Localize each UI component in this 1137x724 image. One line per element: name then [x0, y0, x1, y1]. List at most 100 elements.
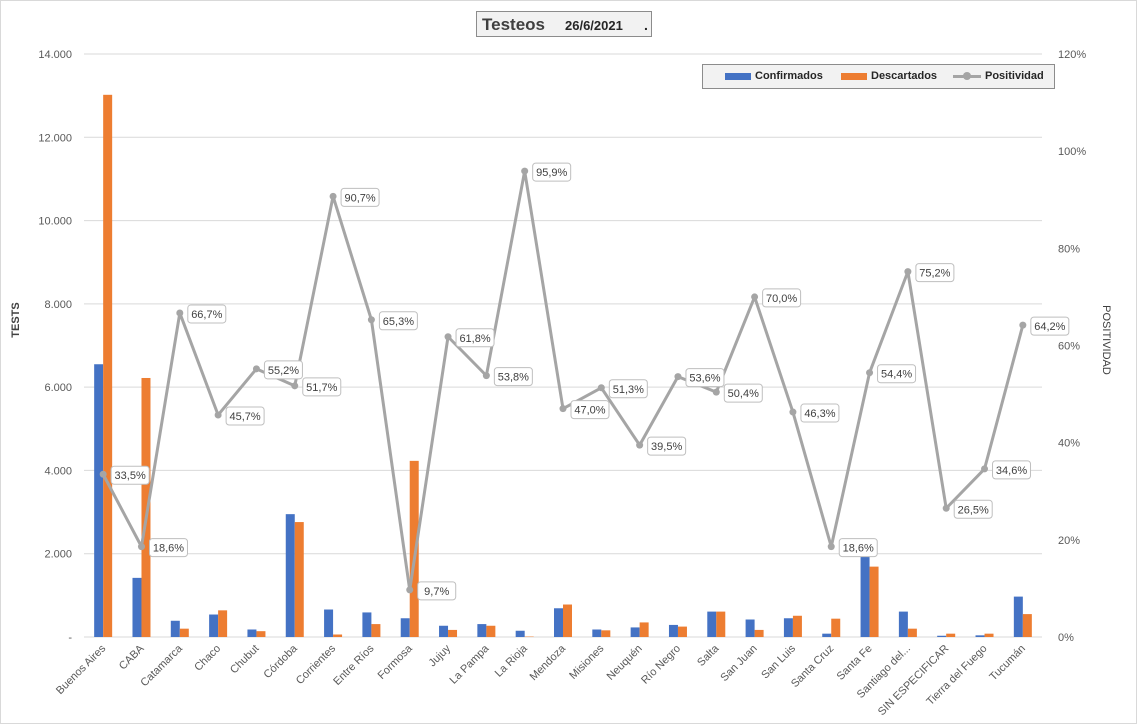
bar-descartados	[716, 611, 726, 637]
data-label-box	[915, 263, 955, 283]
data-label-box	[187, 304, 227, 324]
data-label-box	[723, 383, 763, 403]
bar-confirmados	[247, 629, 257, 637]
data-label: 50,4%	[728, 388, 759, 400]
x-tick-label: Formosa	[376, 642, 416, 682]
data-label: 95,9%	[536, 167, 567, 179]
data-label-box	[800, 403, 840, 423]
bar-descartados	[409, 460, 419, 637]
bar-confirmados	[937, 635, 947, 637]
data-label-box	[1030, 316, 1070, 336]
point-positividad	[866, 369, 874, 377]
bar-confirmados	[554, 608, 563, 637]
x-tick-label: Neuquén	[605, 643, 645, 683]
point-positividad	[674, 373, 682, 381]
data-label-box	[225, 406, 265, 426]
x-tick-label: La Rioja	[493, 642, 531, 680]
legend-swatch-confirmados	[725, 72, 751, 80]
x-tick-label: Misiones	[567, 642, 607, 682]
legend-label-confirmados: Confirmados	[755, 70, 823, 82]
bar-confirmados	[170, 620, 180, 637]
legend-swatch-descartados	[841, 72, 867, 80]
x-tick-label: Jujuy	[427, 642, 454, 669]
data-label: 51,7%	[306, 382, 337, 394]
data-label: 45,7%	[230, 411, 261, 423]
data-label: 46,3%	[804, 408, 835, 420]
y-tick-label: -	[68, 632, 72, 644]
legend-item-positividad: Positividad	[953, 70, 1044, 82]
legend-item-confirmados: Confirmados	[725, 70, 823, 82]
bar-confirmados	[822, 633, 832, 637]
legend-label-positividad: Positividad	[985, 70, 1044, 82]
bar-confirmados	[975, 635, 985, 637]
x-tick-label: Santa Fe	[835, 643, 875, 683]
chart-subtitle: 26/6/2021	[565, 18, 623, 33]
y2-tick-label: 80%	[1058, 243, 1080, 255]
point-positividad	[367, 316, 375, 324]
x-tick-label: Salta	[695, 642, 722, 669]
data-label-box	[953, 499, 993, 519]
y-tick-label: 2.000	[44, 549, 72, 561]
data-label: 53,6%	[689, 373, 720, 385]
point-positividad	[636, 441, 644, 449]
data-label: 34,6%	[996, 465, 1027, 477]
bar-confirmados	[1013, 596, 1023, 637]
bar-confirmados	[477, 624, 487, 637]
x-tick-label: San Juan	[718, 643, 759, 684]
bar-confirmados	[745, 619, 755, 637]
point-positividad	[214, 411, 222, 419]
data-label: 26,5%	[958, 504, 989, 516]
data-label-box	[608, 379, 648, 399]
bar-confirmados	[132, 577, 142, 637]
bar-confirmados	[400, 618, 410, 637]
x-tick-label: Mendoza	[528, 642, 569, 683]
point-positividad	[444, 333, 452, 341]
data-label-box	[340, 187, 380, 207]
data-label: 61,8%	[459, 333, 490, 345]
bar-confirmados	[860, 555, 870, 637]
x-tick-label: Córdoba	[262, 642, 301, 681]
data-label: 53,8%	[498, 372, 529, 384]
x-tick-label: La Pampa	[448, 642, 493, 687]
point-positividad	[252, 365, 260, 373]
y-tick-label: 12.000	[38, 132, 72, 144]
bar-confirmados	[324, 609, 334, 637]
bar-confirmados	[94, 364, 104, 637]
point-positividad	[482, 372, 490, 380]
bar-descartados	[677, 626, 687, 637]
data-label-box	[378, 311, 418, 331]
y2-tick-label: 60%	[1058, 341, 1080, 353]
data-label: 90,7%	[344, 192, 375, 204]
bar-descartados	[639, 622, 649, 637]
x-tick-label: SIN ESPECIFICAR	[876, 643, 952, 719]
data-label-box	[838, 538, 878, 558]
bar-descartados	[831, 618, 841, 637]
x-tick-label: Río Negro	[639, 643, 683, 687]
data-label: 18,6%	[153, 543, 184, 555]
data-label-box	[302, 377, 342, 397]
bar-descartados	[946, 633, 956, 637]
chart-legend: Confirmados Descartados Positividad	[702, 64, 1055, 89]
bar-descartados	[869, 566, 879, 637]
bar-confirmados	[630, 627, 640, 637]
bar-confirmados	[285, 514, 295, 637]
x-tick-label: Catamarca	[138, 642, 185, 689]
chart-title-box: Testeos 26/6/2021 .	[476, 11, 652, 37]
bar-descartados	[179, 628, 189, 637]
bar-confirmados	[439, 625, 449, 637]
data-label-box	[877, 364, 917, 384]
x-tick-label: Chubut	[228, 643, 262, 677]
y-tick-label: 10.000	[38, 216, 72, 228]
y2-tick-label: 0%	[1058, 632, 1074, 644]
bar-descartados	[371, 624, 381, 637]
bar-descartados	[256, 631, 266, 637]
y-tick-label: 8.000	[44, 299, 72, 311]
point-positividad	[789, 408, 797, 416]
legend-swatch-positividad	[953, 71, 981, 81]
data-label: 75,2%	[919, 268, 950, 280]
point-positividad	[981, 465, 989, 473]
y-tick-label: 14.000	[38, 49, 72, 61]
bar-confirmados	[362, 612, 372, 637]
x-tick-label: Chaco	[192, 643, 223, 674]
